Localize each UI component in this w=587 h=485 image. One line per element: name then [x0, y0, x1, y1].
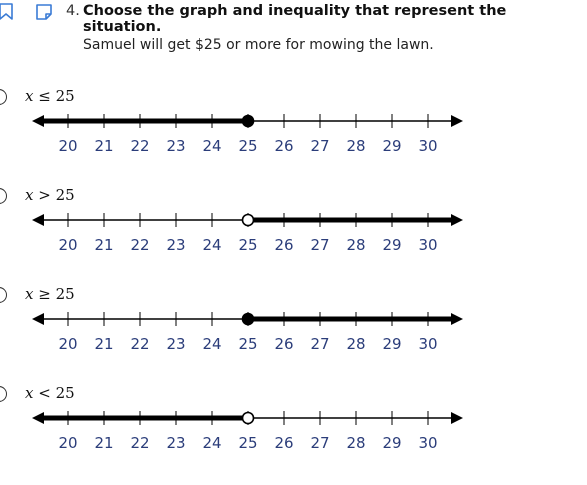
inequality: x ≤ 25 — [25, 87, 75, 105]
tick-label: 21 — [94, 335, 113, 353]
tick-label: 28 — [346, 434, 365, 452]
tick-label: 24 — [202, 236, 221, 254]
closed-point — [241, 114, 255, 128]
tick-label: 25 — [238, 137, 257, 155]
number-line: 20 21 22 23 24 25 26 27 28 29 30 — [32, 411, 463, 452]
inequality: x ≥ 25 — [25, 285, 75, 303]
arrow-right-icon — [451, 214, 463, 226]
answer-option-2[interactable]: x > 25 20 21 22 23 24 25 26 27 28 29 30 — [0, 186, 587, 287]
tick-label: 29 — [382, 434, 401, 452]
number-line: 20 21 22 23 24 25 26 27 28 29 30 — [32, 213, 463, 254]
tick-label: 30 — [418, 137, 437, 155]
tick-label: 20 — [58, 434, 77, 452]
open-point — [241, 213, 255, 227]
tick-label: 27 — [310, 434, 329, 452]
arrow-right-icon — [451, 115, 463, 127]
tick-label: 25 — [238, 434, 257, 452]
tick-label: 26 — [274, 236, 293, 254]
tick-label: 22 — [130, 434, 149, 452]
tick-label: 26 — [274, 137, 293, 155]
tick-label: 23 — [166, 236, 185, 254]
tick-label: 28 — [346, 137, 365, 155]
tick-label: 22 — [130, 335, 149, 353]
tick-label: 24 — [202, 335, 221, 353]
closed-point — [241, 312, 255, 326]
tick-label: 28 — [346, 335, 365, 353]
number-line: 20 21 22 23 24 25 26 27 28 29 30 — [32, 114, 463, 155]
arrow-left-icon — [32, 412, 44, 424]
tick-label: 30 — [418, 236, 437, 254]
answer-option-4[interactable]: x < 25 20 21 22 23 24 25 26 27 28 29 30 — [0, 384, 587, 485]
tick-label: 28 — [346, 236, 365, 254]
inequality: x > 25 — [25, 186, 75, 204]
answer-option-1[interactable]: x ≤ 25 20 21 22 23 24 25 26 27 28 29 30 — [0, 87, 587, 188]
tick-label: 26 — [274, 434, 293, 452]
tick-label: 25 — [238, 236, 257, 254]
arrow-left-icon — [32, 115, 44, 127]
inequality: x < 25 — [25, 384, 75, 402]
arrow-right-icon — [451, 412, 463, 424]
tick-label: 29 — [382, 236, 401, 254]
tick-label: 27 — [310, 236, 329, 254]
question-title: Choose the graph and inequality that rep… — [83, 3, 507, 35]
note-icon[interactable] — [35, 3, 53, 21]
number-line: 20 21 22 23 24 25 26 27 28 29 30 — [32, 312, 463, 353]
tick-label: 25 — [238, 335, 257, 353]
tick-label: 23 — [166, 434, 185, 452]
tick-label: 27 — [310, 335, 329, 353]
tick-label: 30 — [418, 434, 437, 452]
answer-option-3[interactable]: x ≥ 25 20 21 22 23 24 25 26 27 28 29 30 — [0, 285, 587, 386]
arrow-left-icon — [32, 313, 44, 325]
situation-text: Samuel will get $25 or more for mowing t… — [83, 37, 434, 53]
tick-label: 23 — [166, 335, 185, 353]
question-number: 4. — [66, 3, 80, 19]
arrow-right-icon — [451, 313, 463, 325]
question-toolbar — [0, 0, 60, 24]
tick-label: 27 — [310, 137, 329, 155]
tick-label: 21 — [94, 434, 113, 452]
tick-label: 26 — [274, 335, 293, 353]
arrow-left-icon — [32, 214, 44, 226]
tick-label: 21 — [94, 137, 113, 155]
tick-label: 21 — [94, 236, 113, 254]
tick-label: 20 — [58, 236, 77, 254]
tick-label: 24 — [202, 434, 221, 452]
tick-label: 22 — [130, 137, 149, 155]
tick-label: 29 — [382, 137, 401, 155]
tick-label: 24 — [202, 137, 221, 155]
tick-label: 20 — [58, 137, 77, 155]
tick-label: 22 — [130, 236, 149, 254]
tick-label: 20 — [58, 335, 77, 353]
bookmark-icon[interactable] — [0, 3, 14, 21]
tick-label: 30 — [418, 335, 437, 353]
open-point — [241, 411, 255, 425]
tick-label: 23 — [166, 137, 185, 155]
tick-label: 29 — [382, 335, 401, 353]
